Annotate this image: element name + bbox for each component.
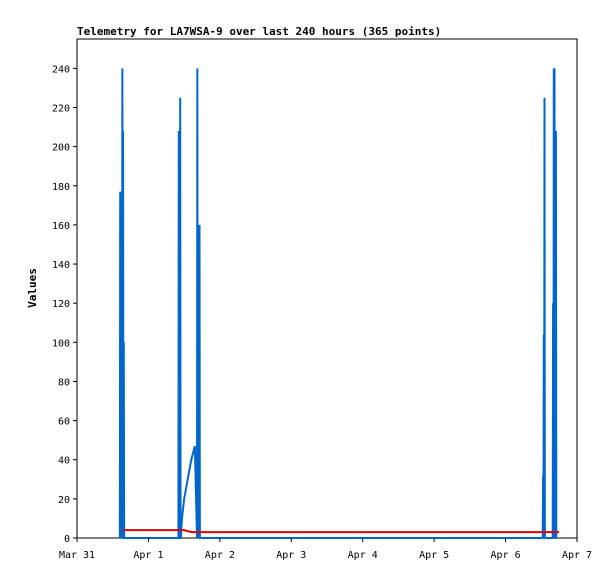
- y-tick-label: 180: [52, 182, 70, 193]
- chart-title: Telemetry for LA7WSA-9 over last 240 hou…: [77, 25, 441, 38]
- series-layer: [118, 68, 560, 539]
- x-tick-label: Apr 2: [205, 550, 235, 561]
- x-tick-label: Mar 31: [59, 550, 95, 561]
- series-line-1: [118, 68, 558, 539]
- y-tick-label: 0: [64, 534, 70, 545]
- y-tick-label: 20: [58, 495, 70, 506]
- series-line-2: [123, 529, 560, 534]
- y-tick-label: 160: [52, 221, 70, 232]
- x-axis: Mar 31 Apr 1 Apr 2 Apr 3 Apr 4 Apr 5 Apr 6 Apr …: [59, 538, 592, 561]
- y-tick-label: 120: [52, 299, 70, 310]
- x-tick-label: Apr 7: [562, 550, 592, 561]
- x-tick-label: Apr 5: [419, 550, 449, 561]
- y-tick-label: 80: [58, 377, 70, 388]
- y-tick-label: 220: [52, 103, 70, 114]
- x-tick-label: Apr 3: [276, 550, 306, 561]
- y-axis-label: Values: [26, 268, 39, 308]
- x-tick-label: Apr 1: [133, 550, 163, 561]
- y-axis: 0 20 40 60 80 100 120 140 160 180 200 220 240: [52, 64, 77, 545]
- y-tick-label: 140: [52, 260, 70, 271]
- y-tick-label: 60: [58, 417, 70, 428]
- y-tick-label: 40: [58, 456, 70, 467]
- y-tick-label: 200: [52, 143, 70, 154]
- x-tick-label: Apr 4: [348, 550, 378, 561]
- x-tick-label: Apr 6: [491, 550, 521, 561]
- y-tick-label: 100: [52, 338, 70, 349]
- plot-area: [76, 38, 578, 539]
- y-tick-label: 240: [52, 64, 70, 75]
